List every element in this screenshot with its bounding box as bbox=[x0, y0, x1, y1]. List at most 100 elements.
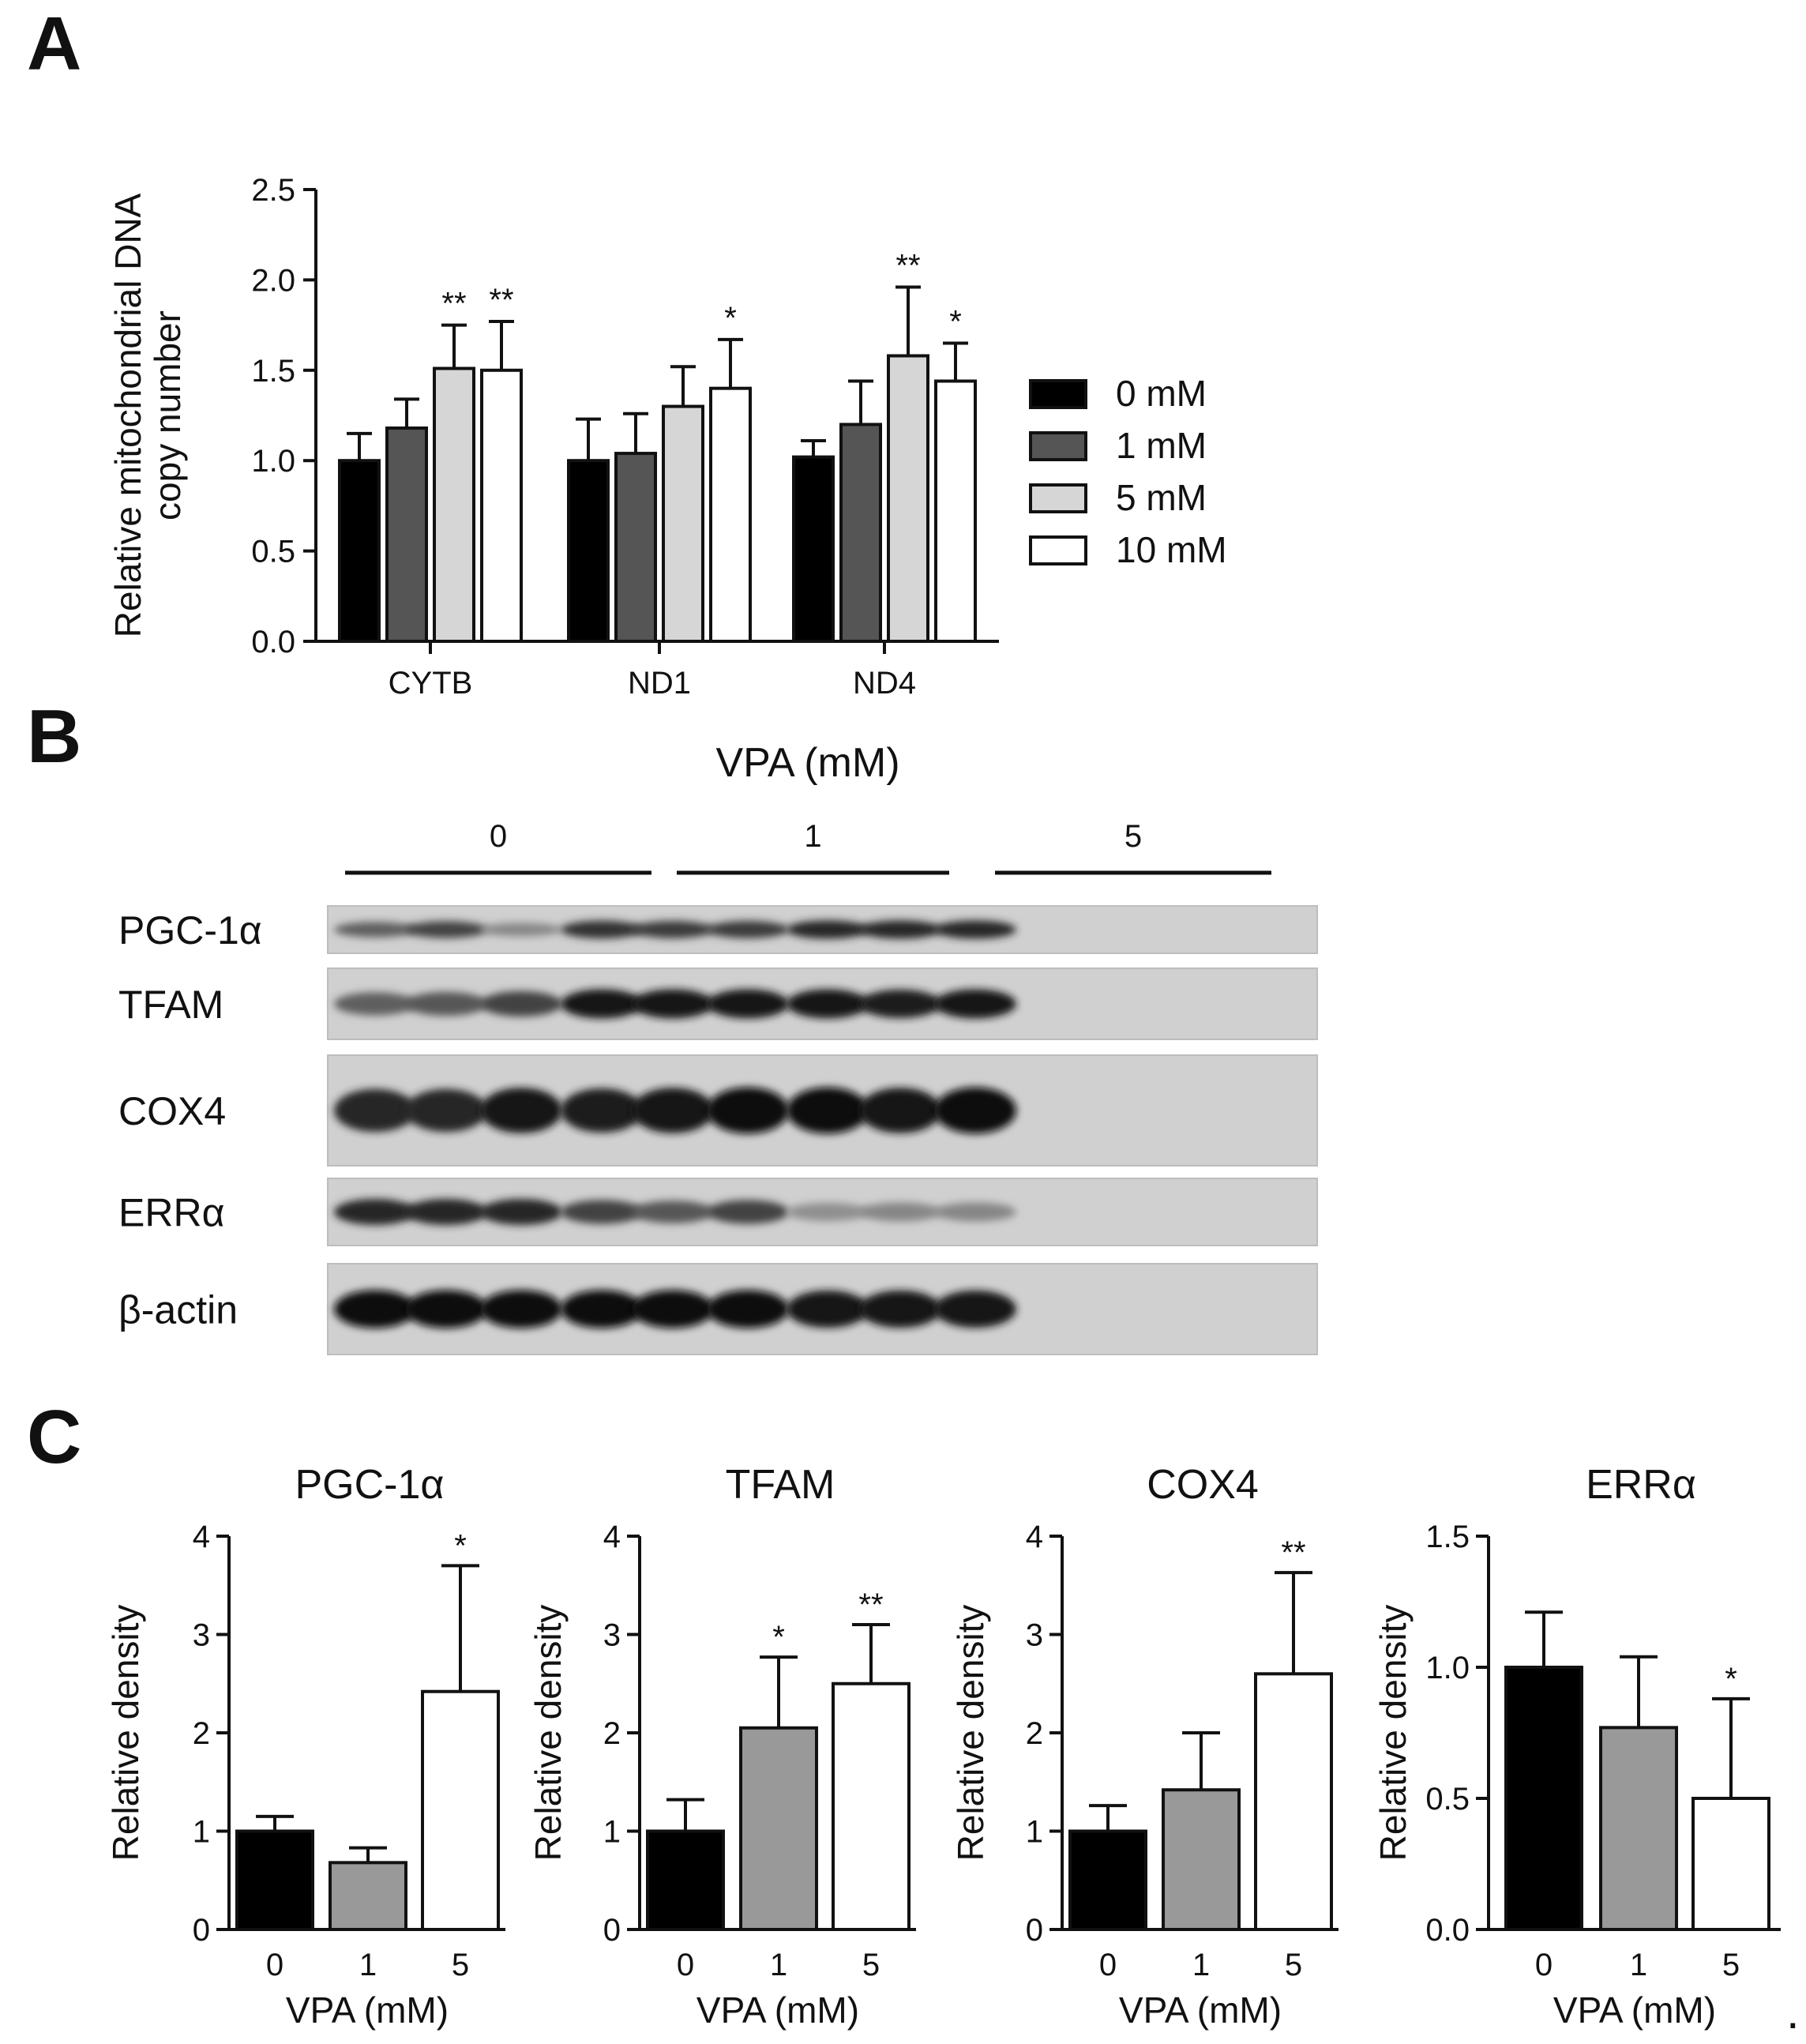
blot-band bbox=[859, 1290, 941, 1328]
bar bbox=[1599, 1726, 1678, 1932]
bar bbox=[385, 426, 428, 643]
blot-band bbox=[934, 920, 1016, 939]
legend-swatch bbox=[1029, 535, 1087, 565]
x-tick-label: 5 bbox=[1722, 1948, 1740, 1982]
x-tick-label: 5 bbox=[862, 1948, 880, 1982]
significance-marker: * bbox=[772, 1620, 785, 1655]
y-tick-label: 1 bbox=[1026, 1815, 1043, 1850]
blot-band bbox=[859, 990, 941, 1018]
blot-band bbox=[787, 1202, 869, 1222]
y-axis-label: Relative density bbox=[528, 1605, 569, 1862]
blot-band bbox=[334, 1198, 416, 1226]
x-axis-label: VPA (mM) bbox=[1553, 1990, 1716, 2031]
panel-c-subchart: COX4 0 1 2 3 4 Relative density 0 1 5 ** VPA (mM) bbox=[950, 1462, 1339, 2031]
y-tick-label: 1.0 bbox=[1425, 1651, 1470, 1685]
significance-marker: ** bbox=[1281, 1535, 1305, 1570]
blot-band bbox=[859, 1088, 941, 1133]
blot-group-label: 0 bbox=[490, 819, 507, 854]
bar bbox=[832, 1681, 911, 1931]
panel-b-western-blot: VPA (mM) 0 1 5 PGC-1α TFAM COX4 ERRα β-actin bbox=[118, 740, 1318, 1355]
blot-band bbox=[480, 990, 562, 1017]
blot-band bbox=[405, 921, 487, 938]
x-tick-label: 5 bbox=[452, 1948, 469, 1982]
bar bbox=[1254, 1672, 1333, 1932]
legend-swatch bbox=[1029, 379, 1087, 409]
y-tick-label: 2 bbox=[603, 1716, 621, 1751]
panel-c-subchart: PGC-1α 0 1 2 3 4 Relative density 0 1 5 * VPA (mM) bbox=[105, 1462, 505, 2031]
blot-band bbox=[561, 1290, 643, 1328]
panel-a-chart: 0.0 0.5 1.0 1.5 2.0 2.5 Relative mitochondrial… bbox=[107, 173, 1227, 701]
blot-group-label: 1 bbox=[804, 819, 821, 854]
blot-band bbox=[707, 920, 789, 939]
bar bbox=[614, 452, 657, 643]
blot-band bbox=[859, 920, 941, 939]
y-tick-label: 0 bbox=[1026, 1913, 1043, 1948]
y-tick-label: 1.5 bbox=[1425, 1520, 1470, 1554]
significance-marker: ** bbox=[489, 283, 513, 317]
y-tick-label: 1.5 bbox=[251, 354, 295, 389]
significance-marker: * bbox=[454, 1528, 467, 1563]
blot-band bbox=[787, 920, 869, 939]
blot-band bbox=[334, 922, 416, 937]
blot-band bbox=[480, 1198, 562, 1226]
y-tick-label: 2.0 bbox=[251, 263, 295, 298]
x-axis-label: VPA (mM) bbox=[696, 1990, 859, 2031]
bar bbox=[739, 1726, 818, 1931]
blot-band bbox=[480, 1290, 562, 1328]
blot-band bbox=[632, 1290, 714, 1328]
x-tick-label: ND1 bbox=[628, 666, 691, 701]
y-tick-label: 0.0 bbox=[251, 625, 295, 659]
subchart-title: PGC-1α bbox=[295, 1462, 445, 1508]
panel-c-subchart: ERRα 0.0 0.5 1.0 1.5 Relative density 0 1 5 * VPA … bbox=[1372, 1462, 1781, 2031]
blot-row-label: TFAM bbox=[118, 983, 223, 1027]
blot-band bbox=[632, 1200, 714, 1223]
x-tick-label: 0 bbox=[1535, 1948, 1553, 1982]
blot-band bbox=[561, 1200, 643, 1224]
bar bbox=[338, 459, 381, 644]
significance-marker: ** bbox=[858, 1587, 883, 1622]
bar bbox=[887, 354, 929, 643]
bar bbox=[433, 366, 475, 643]
blot-band bbox=[632, 989, 714, 1019]
blot-band bbox=[480, 922, 562, 937]
blot-band bbox=[632, 920, 714, 939]
x-tick-label: 1 bbox=[359, 1948, 377, 1982]
blot-band bbox=[859, 1202, 941, 1222]
y-tick-label: 0 bbox=[193, 1913, 210, 1948]
y-tick-label: 0.5 bbox=[251, 535, 295, 569]
bar bbox=[792, 455, 835, 644]
blot-band bbox=[334, 992, 416, 1016]
y-axis-label-line: copy number bbox=[147, 310, 188, 520]
x-axis-label: VPA (mM) bbox=[1119, 1990, 1282, 2031]
bar bbox=[480, 368, 523, 643]
y-axis-label-line: Relative mitochondrial DNA bbox=[107, 193, 148, 637]
bar bbox=[329, 1861, 407, 1932]
bar bbox=[646, 1829, 725, 1931]
legend-swatch bbox=[1029, 483, 1087, 513]
blot-band bbox=[707, 989, 789, 1019]
significance-marker: * bbox=[949, 304, 962, 339]
subchart-title: ERRα bbox=[1586, 1462, 1696, 1508]
panel-c-subchart: TFAM 0 1 2 3 4 Relative density 0 1 * 5 ** VPA (mM) bbox=[528, 1462, 916, 2031]
blot-band bbox=[787, 989, 869, 1019]
blot-row-label: COX4 bbox=[118, 1089, 226, 1133]
panel-letter-b: B bbox=[27, 694, 81, 779]
blot-band bbox=[787, 1087, 869, 1134]
blot-band bbox=[334, 1290, 416, 1328]
x-tick-label: 1 bbox=[1630, 1948, 1647, 1982]
y-tick-label: 3 bbox=[603, 1618, 621, 1653]
bar bbox=[662, 404, 704, 643]
blot-band bbox=[561, 989, 643, 1019]
blot-band bbox=[787, 1290, 869, 1328]
legend-label: 10 mM bbox=[1116, 529, 1227, 570]
blot-band bbox=[707, 1290, 789, 1328]
x-tick-label: 1 bbox=[1192, 1948, 1210, 1982]
y-tick-label: 3 bbox=[1026, 1618, 1043, 1653]
blot-band bbox=[480, 1088, 562, 1133]
significance-marker: ** bbox=[895, 249, 920, 284]
bar bbox=[709, 386, 752, 643]
y-tick-label: 1 bbox=[193, 1815, 210, 1850]
blot-band bbox=[934, 1290, 1016, 1328]
blot-row-label: PGC-1α bbox=[118, 908, 262, 952]
y-tick-label: 4 bbox=[603, 1520, 621, 1554]
